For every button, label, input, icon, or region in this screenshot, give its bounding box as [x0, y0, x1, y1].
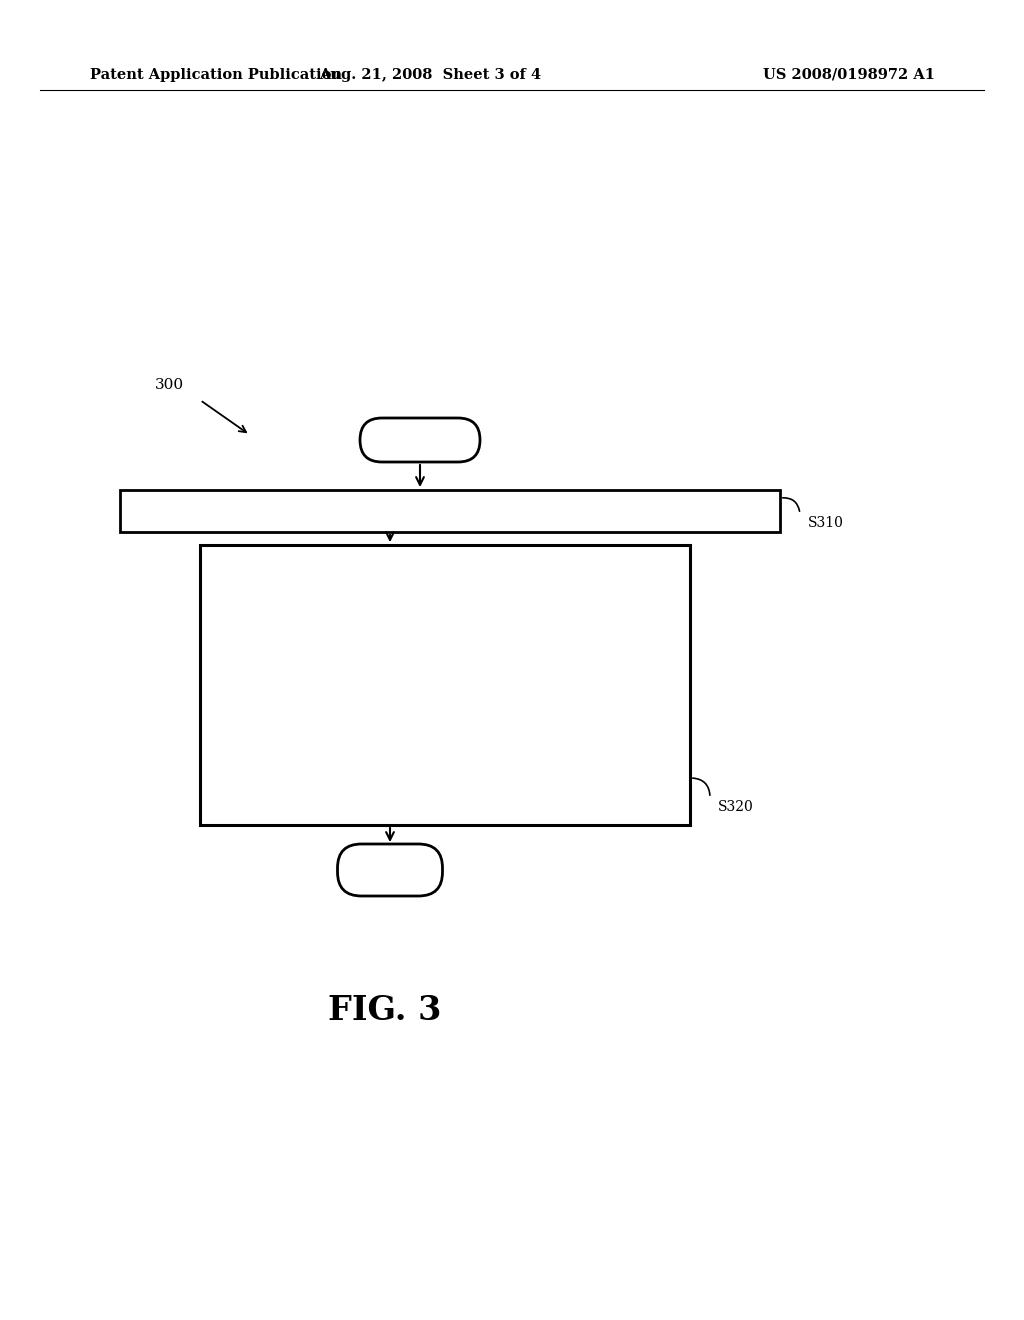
- Bar: [200, 545, 690, 825]
- Text: Patent Application Publication: Patent Application Publication: [90, 69, 342, 82]
- Text: US 2008/0198972 A1: US 2008/0198972 A1: [763, 69, 935, 82]
- Text: S310: S310: [808, 516, 844, 531]
- Text: FIG. 3: FIG. 3: [329, 994, 441, 1027]
- FancyBboxPatch shape: [338, 843, 442, 896]
- FancyBboxPatch shape: [360, 418, 480, 462]
- Text: 300: 300: [155, 378, 184, 392]
- Bar: [120, 490, 780, 532]
- Text: Aug. 21, 2008  Sheet 3 of 4: Aug. 21, 2008 Sheet 3 of 4: [318, 69, 541, 82]
- Text: S320: S320: [718, 800, 754, 814]
